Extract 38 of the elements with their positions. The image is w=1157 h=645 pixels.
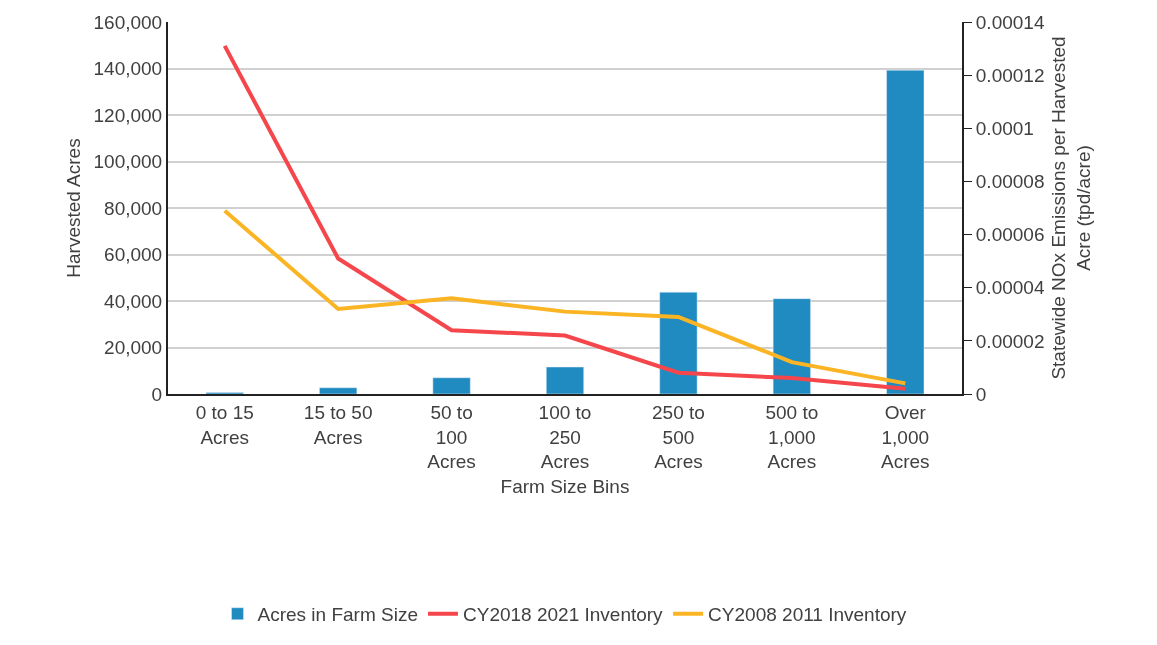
- y2-tick-label: 0.0001: [975, 117, 1034, 139]
- x-tick-label: 0 to 15 Acres: [195, 401, 254, 448]
- y2-tick-label: 0: [975, 383, 987, 405]
- y2-tick-label: 0.00002: [975, 330, 1045, 352]
- y2-tick-label: 0.00006: [975, 224, 1045, 246]
- x-tick-label: Over 1,000 Acres: [881, 401, 930, 473]
- x-tick-label: 50 to 100 Acres: [427, 401, 476, 473]
- y2-tick-label: 0.00012: [975, 64, 1045, 86]
- y-tick-label: 40,000: [104, 290, 163, 312]
- y2-tick-label: 0.00004: [975, 277, 1045, 299]
- bar: [886, 69, 925, 394]
- y-tick-label: 20,000: [104, 337, 163, 359]
- bar: [772, 298, 811, 394]
- y-tick-label: 120,000: [93, 104, 163, 126]
- x-tick-label: 15 to 50 Acres: [303, 401, 373, 448]
- y-tick-label: 140,000: [93, 58, 163, 80]
- y-tick-label: 0: [151, 383, 163, 405]
- bar: [319, 387, 358, 394]
- bar: [546, 366, 584, 394]
- bar: [432, 377, 471, 394]
- line-series: [222, 208, 908, 386]
- legend-label: Acres in Farm Size: [257, 604, 418, 626]
- x-axis-title: Farm Size Bins: [500, 475, 630, 497]
- legend-label: CY2008 2011 Inventory: [708, 604, 907, 626]
- x-tick-label: 100 to 250 Acres: [538, 401, 592, 473]
- y2-tick-label: 0.00014: [975, 11, 1045, 33]
- y2-tick-label: 0.00008: [975, 171, 1045, 193]
- y-tick-label: 80,000: [104, 197, 163, 219]
- y-tick-label: 100,000: [93, 151, 163, 173]
- y2-axis-title: Statewide NOx Emissions per Harvested Acre (tpd/acre): [1048, 36, 1094, 380]
- x-tick-label: 500 to 1,000 Acres: [765, 401, 819, 473]
- y-tick-label: 160,000: [93, 11, 163, 33]
- y-tick-label: 60,000: [104, 244, 163, 266]
- x-tick-label: 250 to 500 Acres: [652, 401, 705, 473]
- y-axis-title: Harvested Acres: [62, 138, 84, 278]
- legend-label: CY2018 2021 Inventory: [462, 604, 664, 626]
- line-series: [222, 43, 908, 391]
- bar: [659, 291, 698, 394]
